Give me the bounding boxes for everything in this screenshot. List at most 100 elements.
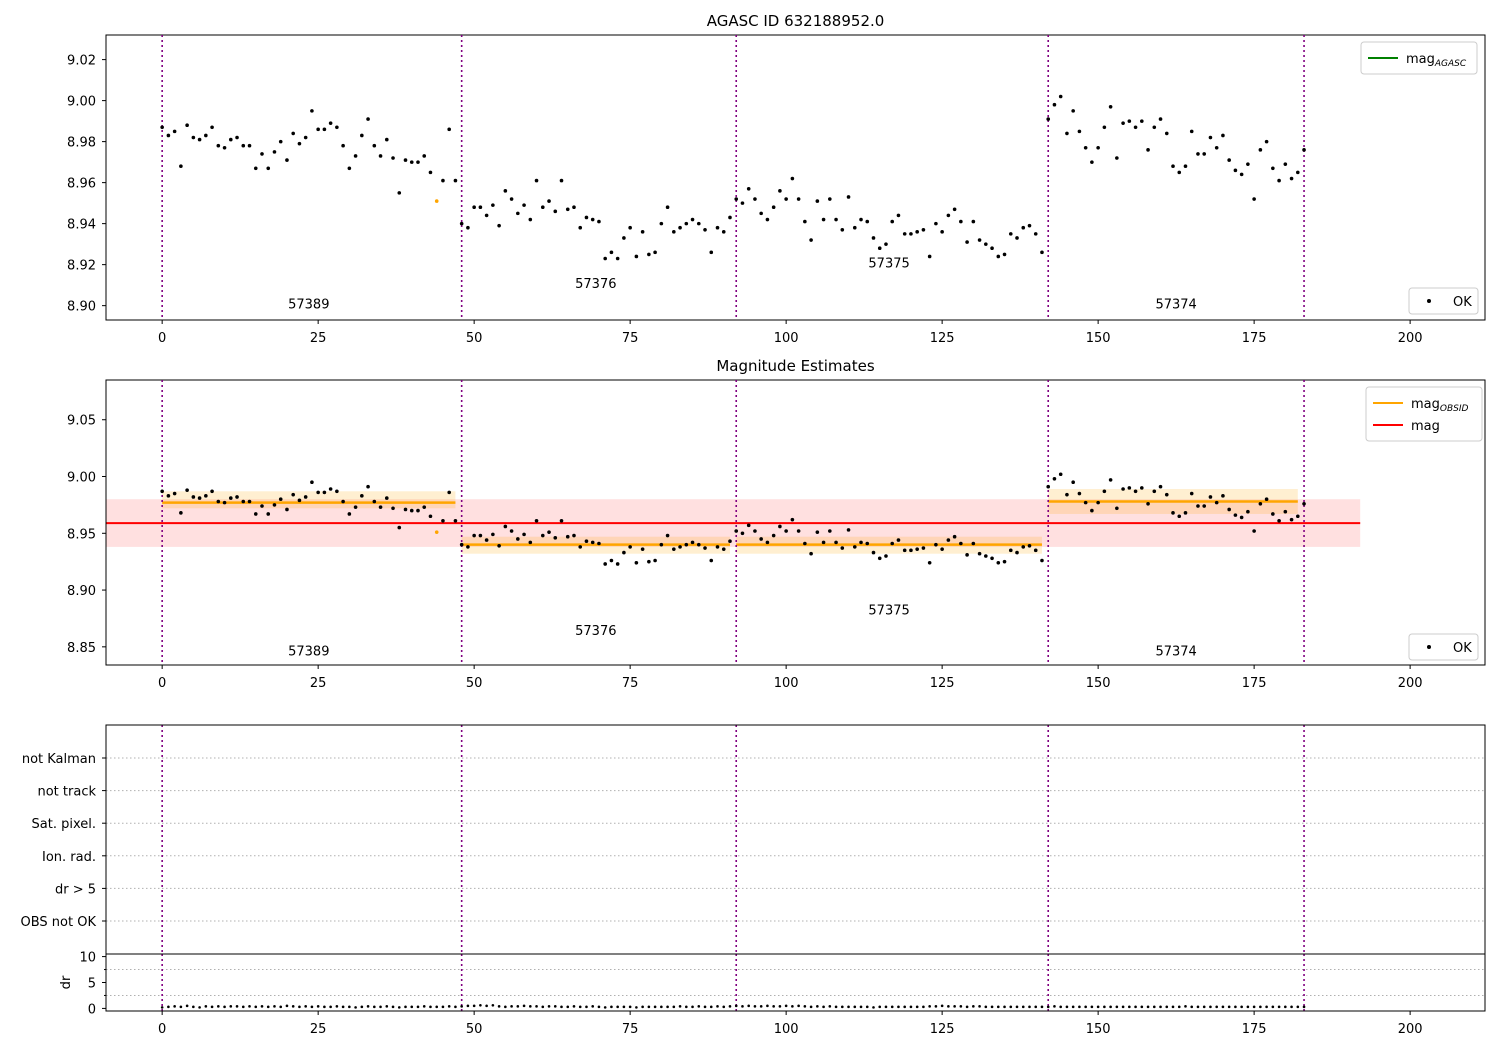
mag-point bbox=[335, 125, 339, 130]
dr-point bbox=[266, 1005, 270, 1009]
mag-point bbox=[1108, 478, 1113, 482]
dr-point bbox=[840, 1005, 844, 1009]
mag-point-highlight bbox=[434, 199, 439, 203]
mag-point bbox=[1096, 145, 1100, 150]
dr-point bbox=[1184, 1005, 1187, 1008]
mag-point bbox=[952, 207, 957, 212]
mag-point bbox=[634, 254, 639, 259]
dr-point bbox=[1296, 1005, 1300, 1009]
dr-point bbox=[797, 1004, 800, 1008]
mag-point bbox=[659, 221, 664, 226]
mag-point bbox=[403, 158, 408, 162]
dr-point bbox=[410, 1005, 414, 1009]
mag-point bbox=[603, 562, 607, 566]
mag-point bbox=[191, 495, 196, 499]
dr-point bbox=[366, 1005, 370, 1008]
dr-point bbox=[647, 1005, 651, 1009]
dr-point bbox=[273, 1005, 276, 1008]
dr-point bbox=[522, 1004, 526, 1008]
mag-point bbox=[852, 225, 857, 230]
mag-point bbox=[322, 127, 327, 132]
mag-point bbox=[472, 205, 476, 210]
mag-point bbox=[784, 529, 788, 533]
mag-point bbox=[597, 541, 601, 546]
mag-point bbox=[746, 186, 751, 191]
dr-point bbox=[834, 1005, 838, 1009]
mag-point bbox=[821, 217, 826, 222]
mag-point bbox=[734, 529, 739, 533]
dr-point bbox=[984, 1005, 988, 1009]
mag-point bbox=[160, 125, 164, 130]
y-tick-label: 9.00 bbox=[67, 471, 96, 486]
x-tick-label: 175 bbox=[1242, 676, 1267, 691]
mag-point bbox=[759, 537, 763, 541]
dr-point bbox=[672, 1005, 676, 1009]
x-tick-label: 25 bbox=[310, 676, 327, 691]
mag-point bbox=[516, 211, 520, 216]
dr-point bbox=[878, 1005, 882, 1009]
mag-point bbox=[1302, 501, 1306, 506]
dr-point bbox=[791, 1005, 794, 1008]
mag-point bbox=[753, 529, 757, 533]
panel-agasc-title: AGASC ID 632188952.0 bbox=[707, 12, 885, 30]
dr-point bbox=[709, 1005, 713, 1009]
mag-point bbox=[1208, 495, 1213, 499]
x-tick-label: 25 bbox=[310, 331, 327, 346]
mag-point bbox=[1289, 176, 1294, 181]
mag-point bbox=[310, 480, 314, 484]
dr-point bbox=[429, 1005, 432, 1009]
dr-point bbox=[1009, 1005, 1013, 1009]
dr-point bbox=[566, 1005, 570, 1009]
mag-point bbox=[728, 215, 732, 220]
mag-point bbox=[803, 541, 807, 546]
dr-point bbox=[310, 1005, 314, 1009]
mag-point bbox=[927, 561, 932, 565]
dr-point bbox=[248, 1005, 251, 1008]
mag-point bbox=[204, 494, 208, 498]
mag-point bbox=[366, 117, 370, 121]
mag-point bbox=[753, 197, 757, 201]
dr-point bbox=[397, 1006, 401, 1009]
mag-point bbox=[1052, 476, 1057, 481]
dr-point bbox=[610, 1005, 613, 1009]
dr-point bbox=[416, 1005, 420, 1009]
dr-point bbox=[179, 1005, 183, 1009]
y-tick-label: 9.02 bbox=[67, 54, 96, 69]
dr-point bbox=[491, 1004, 495, 1007]
mag-point bbox=[204, 133, 208, 138]
dr-point bbox=[572, 1005, 576, 1008]
dr-point bbox=[722, 1005, 726, 1009]
mag-point bbox=[927, 254, 932, 259]
mag-point bbox=[959, 219, 963, 224]
panel-dr-frame bbox=[105, 953, 1486, 1012]
mag-point bbox=[285, 507, 289, 512]
dr-point bbox=[890, 1005, 894, 1009]
dr-point bbox=[1221, 1005, 1225, 1009]
mag-point bbox=[902, 548, 907, 553]
dr-point bbox=[223, 1005, 226, 1009]
legend-ok: OK bbox=[1408, 287, 1479, 315]
mag-point bbox=[516, 537, 520, 541]
mag-point bbox=[428, 514, 433, 519]
x-tick-label: 50 bbox=[466, 676, 483, 691]
x-tick-label: 0 bbox=[158, 331, 166, 346]
x-tick-label: 50 bbox=[466, 1022, 483, 1037]
dr-point bbox=[404, 1005, 407, 1009]
mag-point bbox=[260, 152, 264, 156]
obsid-label: 57375 bbox=[868, 257, 909, 272]
mag-point bbox=[1058, 94, 1063, 99]
mag-point bbox=[1183, 511, 1188, 515]
dr-point bbox=[616, 1005, 619, 1009]
mag-point bbox=[696, 542, 701, 547]
mag-point bbox=[1027, 543, 1032, 548]
x-tick-label: 150 bbox=[1086, 1022, 1111, 1037]
mag-point bbox=[809, 238, 813, 242]
dr-point bbox=[316, 1005, 320, 1008]
mag-point bbox=[1214, 145, 1219, 150]
mag-point bbox=[1046, 117, 1051, 121]
dr-point bbox=[1003, 1005, 1006, 1009]
mag-point bbox=[684, 221, 689, 226]
obsid-label: 57374 bbox=[1155, 644, 1196, 659]
dr-point bbox=[803, 1005, 807, 1008]
mag-point bbox=[865, 541, 870, 546]
